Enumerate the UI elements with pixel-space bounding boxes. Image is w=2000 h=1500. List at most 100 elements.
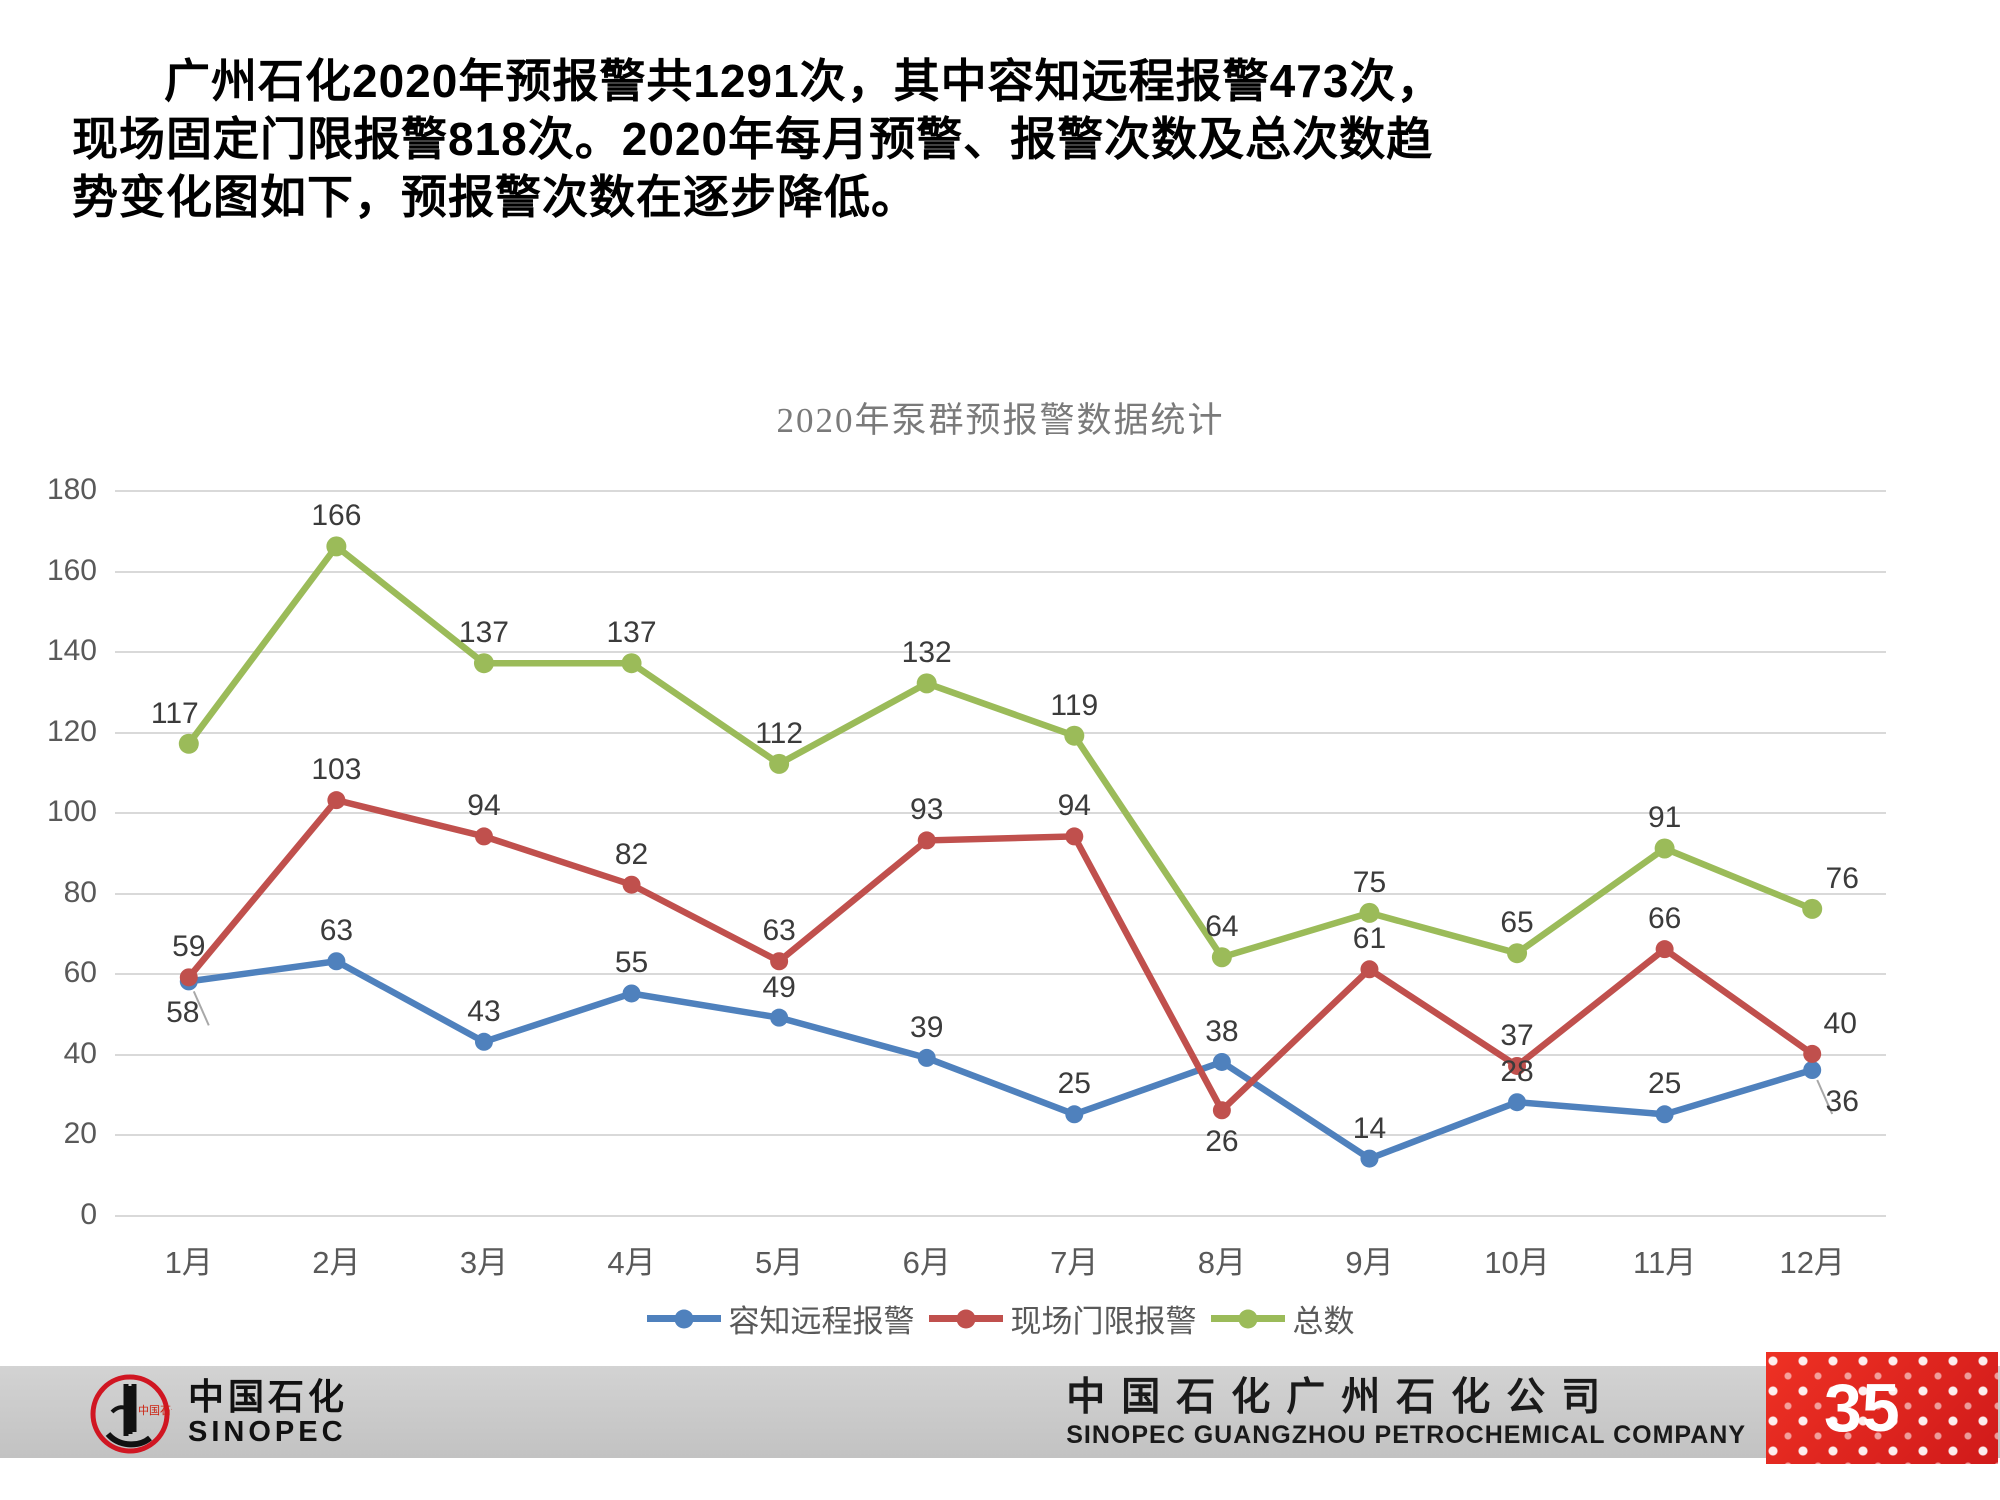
data-label: 65 bbox=[1500, 906, 1534, 940]
data-label: 94 bbox=[1057, 789, 1091, 823]
x-axis-tick-label: 3月 bbox=[459, 1245, 509, 1280]
company-name-en: SINOPEC GUANGZHOU PETROCHEMICAL COMPANY bbox=[1066, 1421, 1746, 1449]
data-point bbox=[1508, 1093, 1527, 1112]
y-axis-tick-label: 20 bbox=[63, 1117, 97, 1151]
label-leader-line bbox=[1816, 1079, 1834, 1115]
data-point bbox=[327, 791, 346, 810]
chart-title: 2020年泵群预报警数据统计 bbox=[776, 401, 1225, 440]
gridline bbox=[115, 570, 1886, 573]
data-label: 119 bbox=[1050, 688, 1099, 722]
data-label: 117 bbox=[150, 696, 199, 730]
data-label: 49 bbox=[762, 970, 796, 1004]
data-label: 63 bbox=[762, 914, 796, 948]
data-label: 91 bbox=[1647, 801, 1682, 835]
data-point bbox=[474, 1032, 493, 1051]
sinopec-logo-icon: 中国石化 bbox=[90, 1374, 172, 1454]
y-axis-tick-label: 60 bbox=[63, 956, 97, 990]
data-label: 14 bbox=[1352, 1111, 1387, 1145]
y-axis-tick-label: 100 bbox=[46, 795, 97, 829]
data-label: 61 bbox=[1352, 922, 1387, 956]
data-point bbox=[326, 536, 347, 557]
data-point bbox=[1655, 1105, 1674, 1124]
data-point bbox=[474, 827, 493, 846]
y-axis-tick-label: 40 bbox=[63, 1036, 97, 1070]
data-point bbox=[917, 831, 936, 850]
x-axis-tick-label: 5月 bbox=[755, 1245, 804, 1280]
data-label: 25 bbox=[1647, 1067, 1682, 1101]
data-label: 40 bbox=[1823, 1006, 1857, 1040]
legend-marker-icon bbox=[1210, 1309, 1285, 1328]
gridline bbox=[115, 812, 1886, 815]
data-point bbox=[179, 968, 198, 987]
company-name: 中国石化广州石化公司 SINOPEC GUANGZHOU PETROCHEMIC… bbox=[1066, 1376, 1746, 1450]
data-point bbox=[916, 673, 937, 694]
x-axis-tick-label: 11月 bbox=[1633, 1245, 1697, 1280]
x-axis-tick-label: 8月 bbox=[1197, 1245, 1246, 1280]
data-point bbox=[178, 733, 199, 754]
page-number: 35 bbox=[1824, 1370, 1900, 1446]
data-point bbox=[770, 1008, 789, 1027]
page-number-box: 35 bbox=[1766, 1352, 1998, 1464]
data-label: 58 bbox=[166, 996, 200, 1030]
data-point bbox=[917, 1048, 936, 1067]
data-point bbox=[473, 653, 494, 674]
gridline bbox=[115, 1053, 1886, 1056]
headline-paragraph: 广州石化2020年预报警共1291次，其中容知远程报警473次，现场固定门限报警… bbox=[72, 55, 1444, 223]
data-point bbox=[1654, 838, 1675, 859]
legend-marker-dot-icon bbox=[674, 1309, 693, 1328]
data-label: 43 bbox=[467, 994, 501, 1028]
data-point bbox=[1507, 943, 1528, 964]
data-point bbox=[1065, 1105, 1084, 1124]
gridline bbox=[115, 973, 1886, 976]
data-point bbox=[1064, 725, 1085, 746]
data-label: 63 bbox=[319, 914, 354, 948]
data-label: 137 bbox=[458, 616, 509, 650]
legend-label: 现场门限报警 bbox=[1010, 1304, 1197, 1339]
gridline bbox=[115, 892, 1886, 895]
gridline bbox=[115, 1215, 1886, 1217]
y-axis-tick-label: 160 bbox=[46, 553, 97, 587]
data-label: 103 bbox=[311, 753, 362, 787]
svg-text:中国石化: 中国石化 bbox=[138, 1403, 172, 1417]
data-point bbox=[622, 984, 641, 1003]
data-point bbox=[1065, 827, 1084, 846]
legend-item-2: 总数 bbox=[1210, 1296, 1355, 1341]
logo-en: SINOPEC bbox=[188, 1416, 347, 1448]
legend-label: 容知远程报警 bbox=[728, 1304, 915, 1339]
y-axis-tick-label: 180 bbox=[46, 473, 97, 506]
data-point bbox=[1802, 898, 1823, 919]
series-line-2 bbox=[186, 541, 1814, 962]
legend-marker-icon bbox=[928, 1309, 1003, 1328]
data-label: 36 bbox=[1825, 1085, 1859, 1118]
data-point bbox=[622, 875, 641, 894]
gridline bbox=[115, 731, 1886, 734]
data-label: 28 bbox=[1500, 1055, 1534, 1089]
y-axis-tick-label: 120 bbox=[46, 714, 97, 748]
legend-marker-dot-icon bbox=[956, 1309, 975, 1328]
data-point bbox=[621, 653, 642, 674]
data-point bbox=[1212, 1101, 1231, 1120]
data-label: 25 bbox=[1057, 1067, 1091, 1101]
data-point bbox=[1211, 947, 1232, 968]
legend-item-0: 容知远程报警 bbox=[646, 1296, 915, 1341]
legend-item-1: 现场门限报警 bbox=[928, 1296, 1197, 1341]
data-label: 39 bbox=[910, 1010, 944, 1044]
data-point bbox=[1803, 1061, 1822, 1079]
data-point bbox=[1359, 902, 1380, 923]
line-chart-plot-area: 0 20 40 60 80 100 120 140 160 180 1月 2月 3月 4月 5月 6月 7月 8月… bbox=[47, 473, 1886, 1280]
chart-series-canvas bbox=[178, 536, 1834, 1168]
logo-cn: 中国石化 bbox=[188, 1376, 349, 1417]
data-label: 64 bbox=[1205, 910, 1239, 944]
data-label: 137 bbox=[606, 616, 657, 650]
y-axis-tick-label: 0 bbox=[80, 1198, 97, 1231]
gridline bbox=[115, 490, 1886, 492]
data-point bbox=[327, 952, 346, 971]
data-point bbox=[1360, 1149, 1379, 1168]
x-axis-tick-label: 2月 bbox=[312, 1245, 361, 1280]
legend-marker-icon bbox=[646, 1309, 721, 1328]
footer-bar bbox=[0, 1366, 2000, 1458]
data-label: 66 bbox=[1647, 902, 1682, 936]
data-point bbox=[1212, 1052, 1231, 1071]
label-leader-line bbox=[192, 990, 210, 1026]
